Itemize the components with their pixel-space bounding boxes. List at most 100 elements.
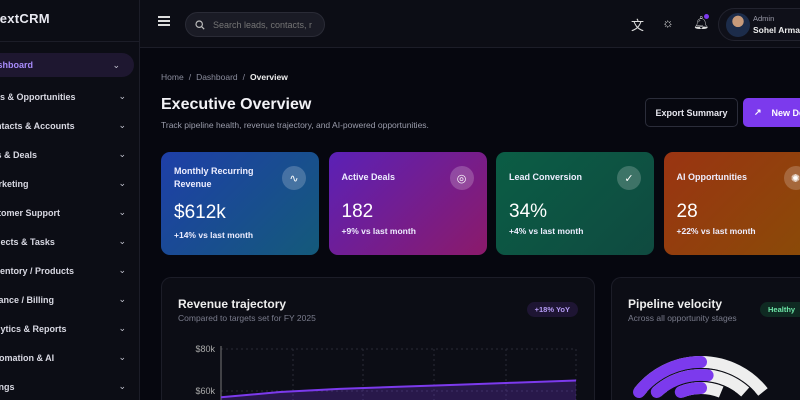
avatar: [726, 13, 750, 37]
chevron-down-icon: ⌄: [118, 91, 126, 101]
pipeline-chart: [633, 356, 768, 398]
sidebar-item-label: Marketing: [0, 178, 29, 189]
sidebar-item-label: Analytics & Reports: [0, 323, 67, 334]
divider: [0, 41, 139, 42]
revenue-panel: Revenue trajectory Compared to targets s…: [161, 277, 595, 400]
translate-icon[interactable]: 文: [631, 18, 645, 33]
sidebar: NextCRM Dashboard ⌄ Leads & Opportunities ⌄…: [0, 0, 140, 400]
ring-separator: [666, 380, 736, 393]
kpi-delta: +9% vs last month: [341, 226, 416, 236]
new-deal-label: New Deal: [771, 107, 800, 118]
radial-bar: [650, 369, 714, 398]
search-box[interactable]: [185, 12, 325, 37]
kpi-card-ai-opportunities[interactable]: AI Opportunities ✺ 28 +22% vs last month: [663, 152, 800, 255]
revenue-area: [221, 380, 576, 400]
check-circle-icon: ✓: [617, 166, 641, 190]
sun-icon[interactable]: ☼: [662, 15, 674, 30]
sidebar-item-label: Settings: [0, 381, 15, 392]
sidebar-item-marketing[interactable]: Marketing ⌄: [0, 169, 139, 198]
breadcrumb: Home / Dashboard / Overview: [161, 72, 288, 82]
activity-icon: ∿: [282, 166, 306, 190]
sidebar-item-inventory-products[interactable]: Inventory / Products ⌄: [0, 256, 139, 285]
kpi-value: $612k: [174, 202, 226, 223]
sidebar-item-automation-ai[interactable]: Automation & AI ⌄: [0, 343, 139, 372]
pipeline-panel: Pipeline velocity Across all opportunity…: [611, 277, 800, 400]
kpi-delta: +22% vs last month: [676, 226, 756, 236]
chevron-down-icon: ⌄: [118, 265, 126, 275]
new-deal-button[interactable]: ↗ New Deal: [743, 98, 800, 127]
chevron-down-icon: ⌄: [118, 381, 126, 391]
sidebar-item-settings[interactable]: Settings ⌄: [0, 372, 139, 400]
sidebar-item-customer-support[interactable]: Customer Support ⌄: [0, 198, 139, 227]
sidebar-item-analytics-reports[interactable]: Analytics & Reports ⌄: [0, 314, 139, 343]
chevron-down-icon: ⌄: [118, 207, 126, 217]
search-input[interactable]: [213, 19, 313, 30]
pipeline-subtitle: Across all opportunity stages: [628, 313, 737, 323]
kpi-label: Active Deals: [341, 172, 396, 182]
kpi-delta: +14% vs last month: [174, 230, 254, 240]
kpi-value: 28: [676, 201, 698, 222]
breadcrumb-current: Overview: [250, 72, 288, 82]
user-role: Admin: [753, 14, 775, 23]
chevron-down-icon: ⌄: [118, 178, 126, 188]
kpi-label: AI Opportunities: [676, 172, 748, 182]
notification-dot: [704, 14, 709, 19]
health-badge: Healthy: [760, 302, 800, 317]
sidebar-item-dashboard[interactable]: Dashboard ⌄: [0, 53, 134, 77]
search-icon: [195, 19, 205, 30]
top-header: 文 ☼ 🔔︎ Admin Sohel Arman: [140, 0, 800, 48]
brain-icon: ✺: [783, 166, 800, 190]
chevron-down-icon: ⌄: [112, 59, 120, 70]
export-summary-button[interactable]: Export Summary: [645, 98, 738, 127]
kpi-card-monthly-recurring-revenue[interactable]: Monthly Recurring Revenue ∿ $612k +14% v…: [161, 152, 319, 255]
chevron-down-icon: ⌄: [118, 149, 126, 159]
y-tick-label: $60k: [195, 386, 215, 396]
chevron-down-icon: ⌄: [118, 236, 126, 246]
revenue-line: [220, 379, 577, 399]
kpi-delta: +4% vs last month: [509, 226, 584, 236]
sidebar-item-label: Projects & Tasks: [0, 236, 55, 247]
chevron-down-icon: ⌄: [118, 294, 126, 304]
menu-icon[interactable]: [158, 16, 170, 26]
chevron-down-icon: ⌄: [118, 323, 126, 333]
breadcrumb-home[interactable]: Home: [161, 72, 184, 82]
sidebar-item-label: Sales & Deals: [0, 149, 38, 160]
sidebar-item-label: Contacts & Accounts: [0, 120, 75, 131]
ring-separator: [647, 367, 755, 393]
sidebar-item-label: Automation & AI: [0, 352, 55, 363]
revenue-chart: $80k $60k: [195, 344, 577, 400]
kpi-value: 34%: [509, 201, 548, 222]
chevron-down-icon: ⌄: [118, 120, 126, 130]
kpi-value: 182: [341, 201, 374, 222]
page-title: Executive Overview: [161, 96, 312, 113]
kpi-label: Lead Conversion: [509, 172, 583, 182]
radial-bar: [674, 382, 707, 398]
sidebar-item-label: Customer Support: [0, 207, 61, 218]
app-logo: NextCRM: [0, 11, 50, 26]
kpi-card-active-deals[interactable]: Active Deals ◎ 182 +9% vs last month: [328, 152, 487, 255]
sidebar-item-projects-tasks[interactable]: Projects & Tasks ⌄: [0, 227, 139, 256]
user-menu[interactable]: Admin Sohel Arman: [718, 8, 800, 41]
breadcrumb-dashboard[interactable]: Dashboard: [196, 72, 238, 82]
yoy-badge: +18% YoY: [526, 302, 578, 317]
sidebar-item-label: Inventory / Products: [0, 265, 75, 276]
pipeline-title: Pipeline velocity: [628, 297, 723, 311]
sidebar-item-label: Leads & Opportunities: [0, 91, 76, 102]
chevron-down-icon: ⌄: [118, 352, 126, 362]
arrow-up-right-icon: ↗: [754, 107, 762, 117]
sidebar-item-label: Dashboard: [0, 60, 34, 70]
sidebar-item-label: Finance / Billing: [0, 294, 55, 305]
sidebar-item-finance-billing[interactable]: Finance / Billing ⌄: [0, 285, 139, 314]
radial-bar: [633, 356, 707, 398]
sidebar-item-sales-deals[interactable]: Sales & Deals ⌄: [0, 140, 139, 169]
sidebar-item-contacts-accounts[interactable]: Contacts & Accounts ⌄: [0, 111, 139, 140]
target-icon: ◎: [449, 166, 474, 190]
revenue-title: Revenue trajectory: [178, 297, 287, 311]
kpi-label: Monthly Recurring Revenue: [174, 166, 254, 189]
revenue-subtitle: Compared to targets set for FY 2025: [178, 313, 316, 323]
sidebar-item-leads-opportunities[interactable]: Leads & Opportunities ⌄: [0, 82, 139, 111]
kpi-card-lead-conversion[interactable]: Lead Conversion ✓ 34% +4% vs last month: [496, 152, 654, 255]
y-tick-label: $80k: [195, 344, 215, 354]
page-subtitle: Track pipeline health, revenue trajector…: [161, 120, 429, 130]
sidebar-nav: Dashboard⌄Leads & Opportunities⌄Contacts…: [0, 53, 139, 400]
